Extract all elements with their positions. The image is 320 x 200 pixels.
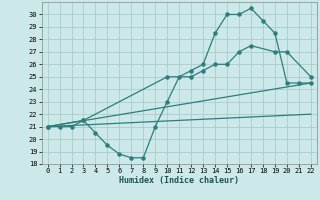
- X-axis label: Humidex (Indice chaleur): Humidex (Indice chaleur): [119, 176, 239, 185]
